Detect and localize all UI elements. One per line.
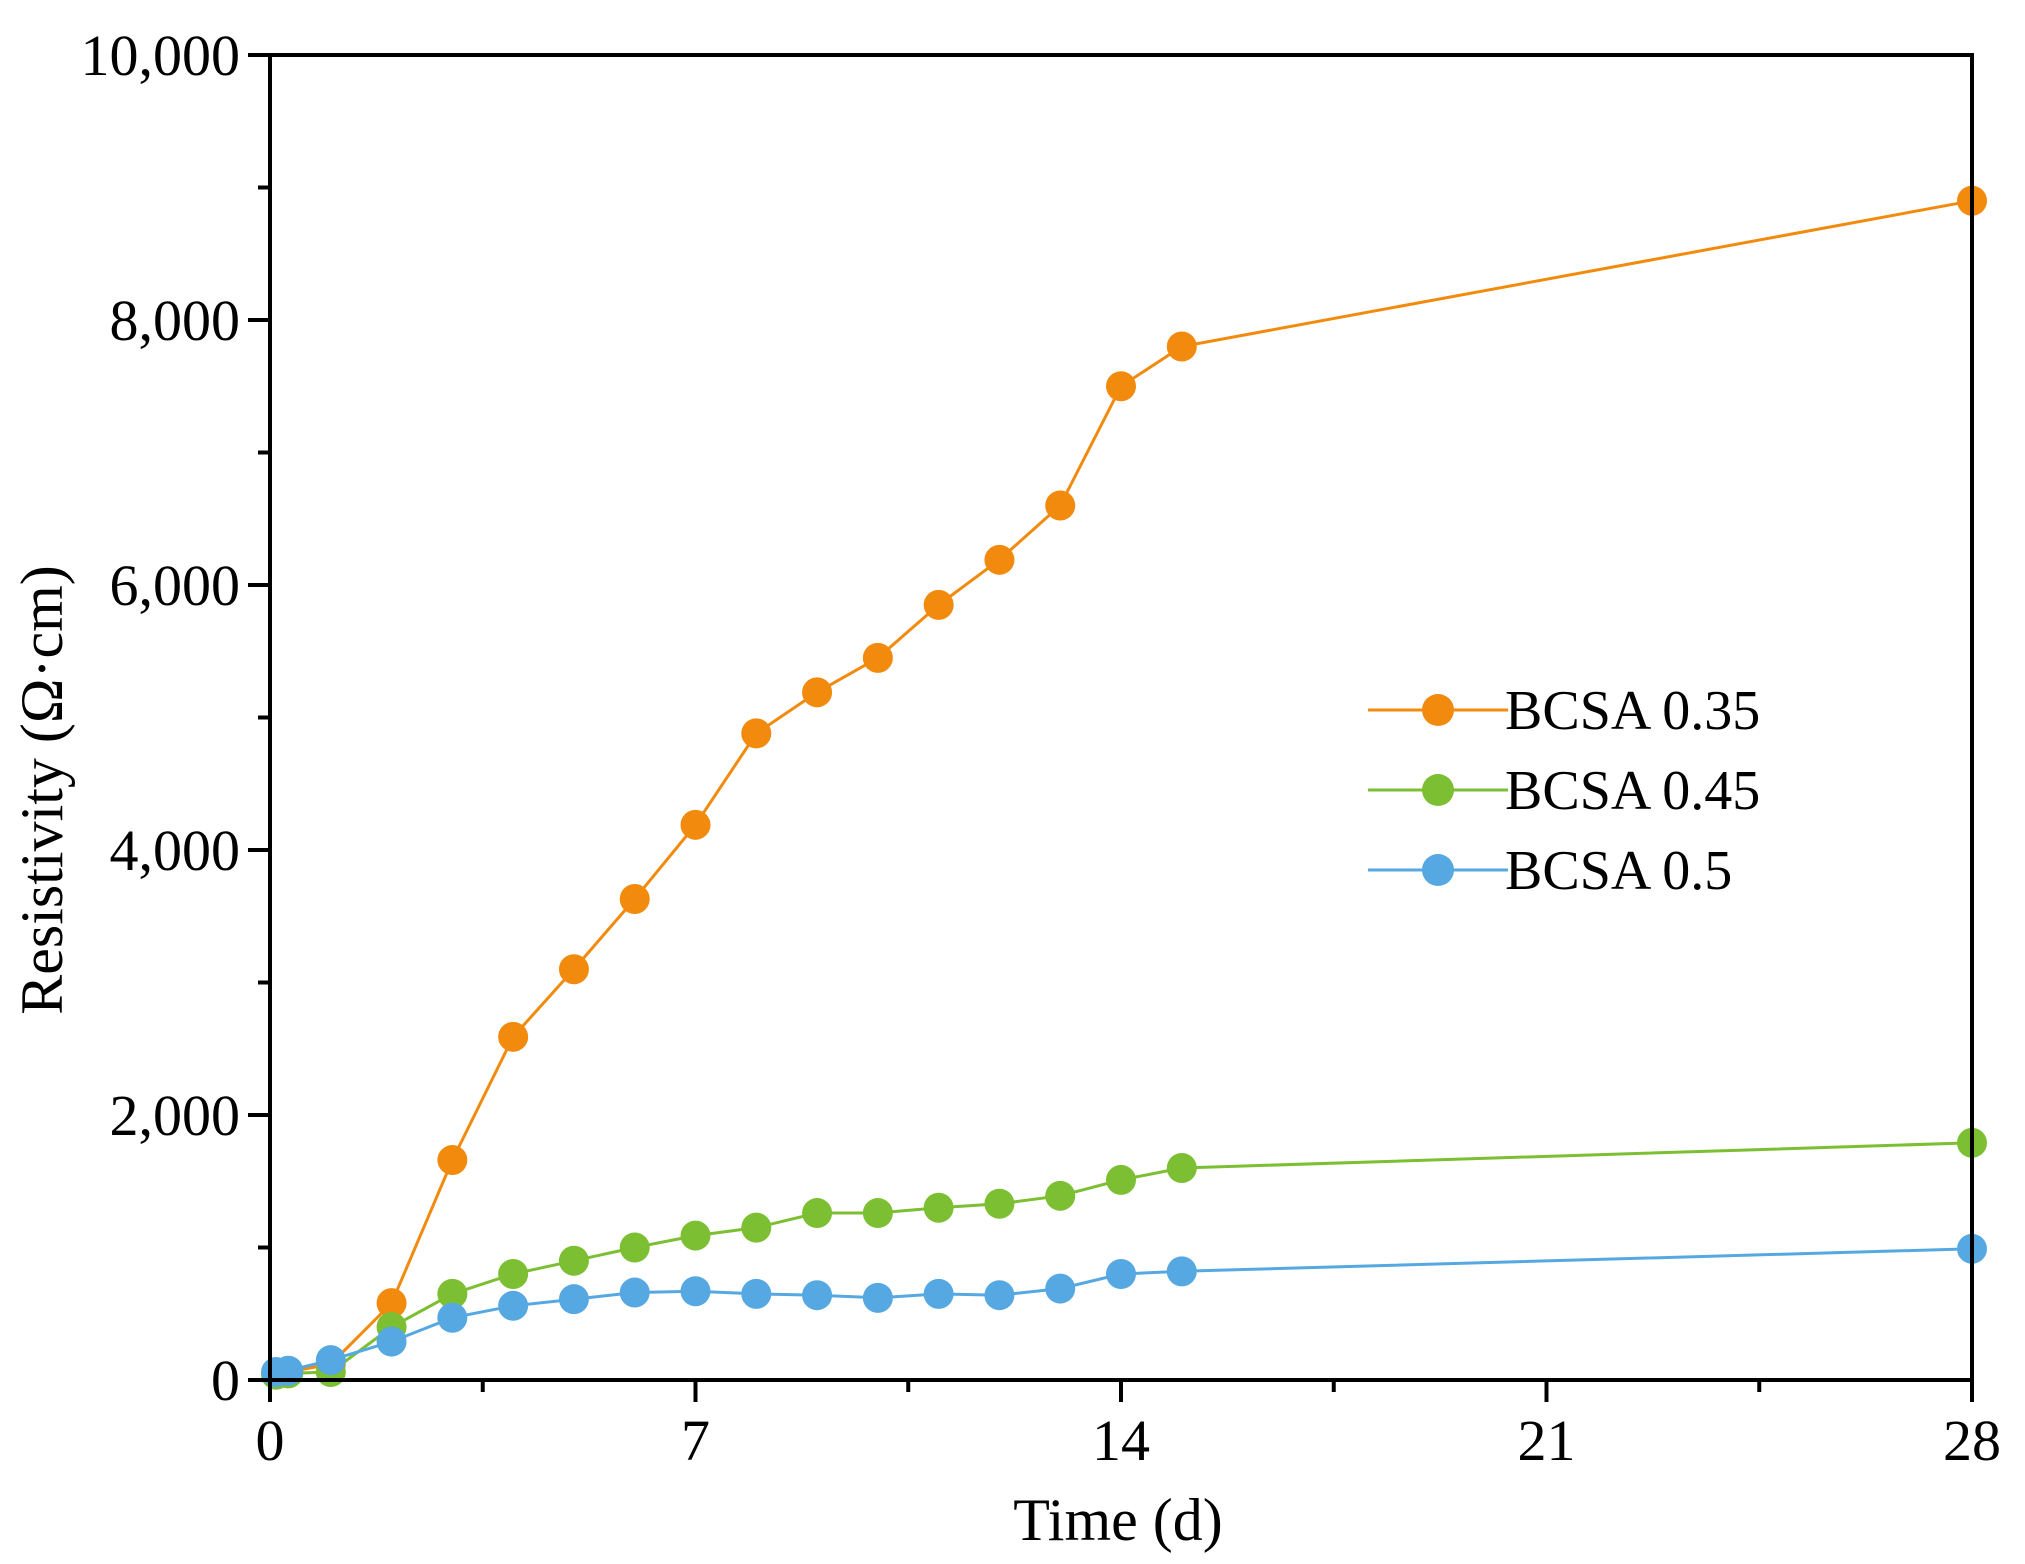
data-point-bcsa-0-45 — [1166, 1153, 1197, 1183]
data-point-bcsa-0-45 — [741, 1212, 772, 1243]
data-point-bcsa-0-35 — [923, 589, 954, 620]
chart-marks — [261, 185, 1987, 1390]
data-point-bcsa-0-5 — [862, 1282, 893, 1313]
x-tick-label: 21 — [1518, 1408, 1576, 1473]
y-tick-label: 0 — [211, 1348, 240, 1413]
data-point-bcsa-0-35 — [498, 1021, 529, 1052]
data-point-bcsa-0-35 — [619, 884, 650, 915]
data-point-bcsa-0-45 — [984, 1188, 1015, 1219]
y-tick-label: 10,000 — [81, 23, 241, 88]
data-point-bcsa-0-35 — [802, 677, 833, 708]
data-point-bcsa-0-35 — [1166, 331, 1197, 362]
chart-axes: 0 7 14 21 28 0 2,000 4,000 6,000 8,000 10,000 — [81, 23, 2002, 1473]
data-point-bcsa-0-5 — [619, 1277, 650, 1308]
y-tick-label: 2,000 — [110, 1083, 241, 1148]
data-point-bcsa-0-45 — [437, 1278, 468, 1309]
y-axis-label: Resistivity (Ω·cm) — [9, 565, 75, 1015]
data-point-bcsa-0-35 — [376, 1288, 407, 1319]
data-point-bcsa-0-5 — [376, 1326, 407, 1357]
data-point-bcsa-0-5 — [437, 1302, 468, 1333]
data-point-bcsa-0-5 — [315, 1345, 346, 1376]
data-point-bcsa-0-35 — [741, 718, 772, 749]
data-point-bcsa-0-35 — [680, 809, 711, 840]
x-axis-label: Time (d) — [1013, 1487, 1222, 1553]
data-point-bcsa-0-45 — [923, 1192, 954, 1223]
data-point-bcsa-0-45 — [1106, 1164, 1136, 1195]
data-point-bcsa-0-5 — [498, 1290, 529, 1321]
data-point-bcsa-0-5 — [1166, 1256, 1197, 1287]
data-point-bcsa-0-5 — [1106, 1259, 1136, 1289]
data-point-bcsa-0-5 — [741, 1278, 772, 1309]
legend-label-bcsa-0-5: BCSA 0.5 — [1505, 840, 1732, 902]
data-point-bcsa-0-35 — [984, 544, 1015, 575]
legend-marker-bcsa-0-35 — [1422, 694, 1454, 726]
y-tick-label: 6,000 — [110, 553, 241, 618]
data-point-bcsa-0-5 — [558, 1284, 589, 1315]
y-tick-label: 4,000 — [110, 818, 241, 883]
x-tick-label: 14 — [1092, 1408, 1150, 1473]
data-point-bcsa-0-45 — [619, 1232, 650, 1263]
x-tick-label: 7 — [681, 1408, 710, 1473]
data-point-bcsa-0-5 — [984, 1280, 1015, 1311]
data-point-bcsa-0-5 — [923, 1278, 954, 1309]
data-point-bcsa-0-35 — [558, 954, 589, 985]
data-point-bcsa-0-5 — [1045, 1273, 1076, 1304]
data-point-bcsa-0-35 — [862, 642, 893, 673]
legend-label-bcsa-0-45: BCSA 0.45 — [1505, 760, 1760, 822]
y-tick-label: 8,000 — [110, 288, 241, 353]
data-point-bcsa-0-45 — [1045, 1180, 1076, 1211]
data-point-bcsa-0-35 — [1045, 490, 1076, 521]
data-point-bcsa-0-45 — [862, 1198, 893, 1229]
data-point-bcsa-0-35 — [1106, 371, 1136, 402]
legend-label-bcsa-0-35: BCSA 0.35 — [1505, 680, 1760, 742]
data-point-bcsa-0-45 — [802, 1198, 833, 1229]
data-point-bcsa-0-45 — [680, 1220, 711, 1251]
data-point-bcsa-0-35 — [437, 1145, 468, 1176]
legend-marker-bcsa-0-5 — [1422, 854, 1454, 886]
data-point-bcsa-0-5 — [802, 1280, 833, 1311]
x-tick-label: 28 — [1943, 1408, 2001, 1473]
data-point-bcsa-0-45 — [558, 1245, 589, 1276]
data-point-bcsa-0-5 — [680, 1276, 711, 1307]
data-point-bcsa-0-45 — [498, 1259, 529, 1289]
chart-legend: BCSA 0.35 BCSA 0.45 BCSA 0.5 — [1368, 680, 1760, 902]
legend-marker-bcsa-0-45 — [1422, 774, 1454, 806]
x-tick-label: 0 — [256, 1408, 285, 1473]
